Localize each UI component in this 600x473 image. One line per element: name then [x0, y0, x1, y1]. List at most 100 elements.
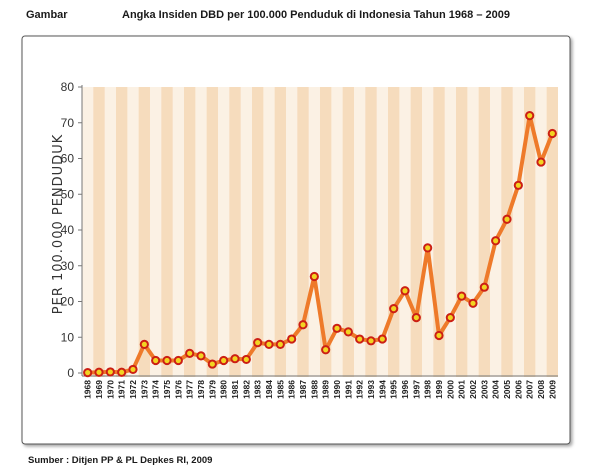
stripe-band — [433, 87, 445, 377]
y-axis: 0 10 20 30 40 50 60 70 80 — [61, 80, 83, 380]
data-point — [117, 367, 127, 377]
x-tick-label: 1991 — [343, 380, 353, 399]
stripe-band — [501, 87, 513, 377]
data-point — [94, 367, 104, 377]
x-tick-label: 1971 — [117, 380, 127, 399]
x-tick-label: 2000 — [445, 380, 455, 399]
x-tick-label: 2008 — [536, 380, 546, 399]
data-point — [389, 304, 399, 314]
data-point — [355, 334, 365, 344]
data-point — [173, 355, 183, 366]
x-tick-label: 1994 — [377, 380, 387, 399]
stripe-band — [206, 87, 218, 377]
data-point — [264, 339, 274, 349]
x-tick-label: 2001 — [457, 380, 467, 399]
data-point — [468, 298, 478, 308]
x-tick-label: 2005 — [502, 380, 512, 399]
data-point — [196, 351, 206, 361]
y-axis-label: PER 100.000 PENDUDUK — [51, 134, 66, 314]
data-point — [423, 243, 433, 253]
figure-caption: Gambar Angka Insiden DBD per 100.000 Pend… — [26, 9, 586, 21]
data-point — [536, 157, 546, 167]
data-point — [434, 330, 444, 341]
x-axis: 1968 1969 1970 1971 1972 1973 1974 1975 1976 1977… — [82, 375, 558, 399]
data-point — [207, 359, 217, 369]
stripe-band — [274, 87, 286, 377]
x-tick-label: 1992 — [355, 380, 365, 399]
x-tick-label: 1969 — [94, 380, 104, 399]
caption-label: Gambar — [26, 9, 68, 21]
x-tick-label: 1984 — [264, 380, 274, 399]
stripe-band — [546, 87, 558, 377]
data-point — [343, 327, 353, 337]
x-tick-label: 1993 — [366, 380, 376, 399]
data-point — [457, 291, 467, 301]
x-tick-label: 1972 — [128, 380, 138, 399]
y-tick-label: 0 — [67, 366, 74, 380]
y-tick-label: 80 — [61, 80, 75, 94]
stripe-band — [456, 87, 468, 377]
x-tick-label: 1998 — [423, 380, 433, 399]
y-tick-label: 50 — [61, 187, 75, 201]
data-point — [241, 354, 251, 365]
data-point — [547, 128, 557, 139]
stripe-band — [410, 87, 422, 377]
data-point — [230, 354, 240, 364]
x-tick-label: 1979 — [207, 380, 217, 399]
x-tick-label: 1975 — [162, 380, 172, 399]
x-tick-label: 1977 — [185, 380, 195, 399]
y-tick-label: 60 — [61, 152, 75, 166]
x-tick-label: 1976 — [173, 380, 183, 399]
data-point — [128, 364, 138, 375]
x-tick-label: 1974 — [151, 380, 161, 399]
x-tick-label: 2006 — [513, 380, 523, 399]
x-tick-label: 1978 — [196, 380, 206, 399]
data-point — [275, 339, 285, 349]
data-point — [366, 336, 376, 346]
x-tick-label: 2009 — [547, 380, 557, 399]
y-tick-label: 10 — [61, 330, 75, 344]
x-tick-label: 1997 — [411, 380, 421, 399]
stripe-band — [252, 87, 264, 377]
data-point — [525, 111, 535, 121]
stripe-band — [184, 87, 196, 377]
x-tick-label: 2002 — [468, 380, 478, 399]
data-point — [253, 338, 263, 348]
data-point — [332, 323, 342, 333]
x-tick-label: 2003 — [479, 380, 489, 399]
stripe-band — [524, 87, 536, 377]
data-point — [445, 312, 455, 323]
x-tick-label: 2007 — [525, 380, 535, 399]
y-tick-label: 30 — [61, 259, 75, 273]
stripe-band — [320, 87, 332, 377]
source-note: Sumber : Ditjen PP & PL Depkes RI, 2009 — [28, 455, 213, 466]
y-tick-label: 70 — [61, 116, 75, 130]
data-point — [513, 180, 523, 190]
data-point — [400, 286, 410, 296]
stripe-band — [342, 87, 354, 377]
data-point — [502, 214, 512, 224]
x-tick-label: 1980 — [219, 380, 229, 399]
x-tick-label: 1989 — [321, 380, 331, 399]
stripe-band — [388, 87, 400, 377]
data-point — [309, 271, 319, 282]
x-tick-label: 1970 — [105, 380, 115, 399]
data-point — [298, 320, 308, 330]
x-tick-label: 1968 — [83, 380, 93, 399]
x-tick-label: 1981 — [230, 380, 240, 399]
x-tick-label: 1973 — [139, 380, 149, 399]
x-tick-label: 1999 — [434, 380, 444, 399]
chart-title: Angka Insiden DBD per 100.000 Penduduk d… — [122, 9, 510, 21]
stripe-band — [116, 87, 128, 377]
stripe-band — [161, 87, 173, 377]
stripe-band — [365, 87, 377, 377]
x-tick-label: 1983 — [253, 380, 263, 399]
data-point — [219, 355, 229, 366]
data-point — [377, 334, 387, 344]
x-tick-label: 1985 — [275, 380, 285, 399]
data-point — [162, 355, 172, 366]
stripe-band — [229, 87, 241, 377]
data-point — [491, 236, 501, 246]
data-point — [411, 312, 421, 323]
